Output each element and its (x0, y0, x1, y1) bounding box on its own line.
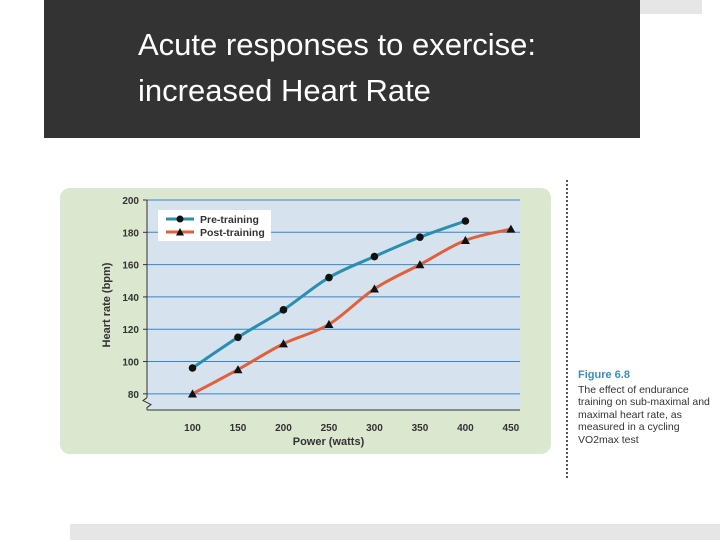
x-tick-label-400: 400 (457, 423, 474, 434)
x-axis-label: Power (watts) (293, 436, 365, 448)
x-tick-label-150: 150 (230, 423, 247, 434)
post-training-point-150 (233, 365, 243, 374)
post-training-point-300 (369, 284, 379, 293)
post-training-point-400 (460, 235, 470, 244)
slide-title-line-2: increased Heart Rate (138, 73, 431, 108)
post-training-point-350 (415, 260, 425, 269)
pre-training-point-300 (370, 252, 379, 261)
y-axis-label: Heart rate (bpm) (101, 262, 113, 347)
post-training-legend-label: Post-training (200, 227, 265, 239)
pre-training-legend-marker (176, 215, 184, 223)
x-tick-label-100: 100 (184, 423, 201, 434)
series-lines (187, 217, 516, 398)
pre-training-point-100 (188, 364, 197, 372)
figure-label: Figure 6.8 (578, 369, 630, 381)
figure-caption: Figure 6.8 The effect of endurance train… (578, 369, 718, 446)
post-training-line (191, 227, 512, 396)
y-tick-label-160: 160 (122, 261, 139, 272)
bottom-accent-bar (70, 524, 720, 540)
post-training-point-450 (506, 224, 516, 233)
pre-training-point-400 (461, 217, 470, 225)
x-tick-label-450: 450 (503, 423, 520, 434)
caption-divider (566, 180, 568, 478)
y-tick-label-140: 140 (122, 293, 139, 304)
tick-labels: 80 100 120 140 160 180 200 100 150 200 250 300 350 40… (122, 196, 519, 434)
y-tick-label-80: 80 (128, 390, 140, 401)
slide-title-line-1: Acute responses to exercise: (138, 27, 537, 62)
pre-training-point-150 (234, 333, 242, 342)
post-training-point-200 (278, 339, 288, 348)
y-tick-label-180: 180 (122, 228, 139, 239)
y-tick-label-100: 100 (122, 358, 139, 369)
x-tick-label-300: 300 (366, 423, 383, 434)
pre-training-point-200 (279, 306, 288, 314)
post-training-point-250 (324, 319, 334, 328)
axis-break-mark (142, 397, 152, 410)
x-tick-label-350: 350 (412, 423, 429, 434)
y-tick-label-120: 120 (122, 325, 139, 336)
y-tick-label-200: 200 (122, 196, 139, 207)
slide-title: Acute responses to exercise: increased H… (138, 22, 618, 114)
post-training-legend-marker (176, 228, 184, 236)
title-banner: Acute responses to exercise: increased H… (44, 0, 640, 138)
pre-training-point-250 (325, 273, 333, 282)
figure-caption-text: The effect of endurance training on sub-… (578, 383, 710, 446)
top-accent-bar (640, 0, 702, 14)
grid-lines (147, 199, 520, 395)
post-training-point-100 (187, 389, 197, 398)
legend-box (158, 210, 271, 241)
x-tick-label-200: 200 (275, 423, 292, 434)
x-tick-label-250: 250 (321, 423, 338, 434)
pre-training-legend-label: Pre-training (200, 214, 259, 226)
axes (142, 200, 520, 411)
pre-training-point-350 (416, 233, 424, 241)
